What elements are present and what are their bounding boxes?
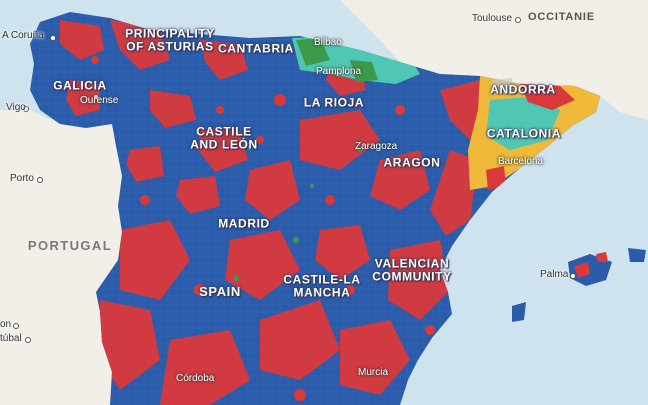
region-label-spain: SPAIN xyxy=(199,284,241,300)
city-label-lisbon-partial: on xyxy=(0,319,12,330)
region-label-madrid: MADRID xyxy=(218,216,270,231)
city-dot-ourense xyxy=(93,94,99,100)
city-label-palma: Palma xyxy=(540,269,569,280)
city-label-porto: Porto xyxy=(10,173,34,184)
region-label-aragon: ARAGON xyxy=(383,155,441,170)
city-label-vigo: Vigo xyxy=(6,102,26,113)
country-label-portugal: PORTUGAL xyxy=(27,238,113,254)
city-label-acoruna: A Coruña xyxy=(2,30,44,41)
portugal-land xyxy=(0,110,122,405)
city-dot-toulouse xyxy=(515,17,521,23)
region-label-asturias: PRINCIPALITY OF ASTURIAS xyxy=(125,26,215,53)
region-label-cantabria: CANTABRIA xyxy=(218,41,294,56)
region-label-valencian-community: VALENCIAN COMMUNITY xyxy=(372,256,452,283)
city-dot-lisbon-partial xyxy=(13,323,19,329)
city-dot-palma xyxy=(570,273,576,279)
city-dot-porto xyxy=(37,177,43,183)
city-dot-acoruna xyxy=(50,35,56,41)
city-dot-setubal-partial xyxy=(25,337,31,343)
city-label-setubal-partial: túbal xyxy=(0,333,22,344)
region-label-catalonia: CATALONIA xyxy=(486,126,562,141)
city-label-cordoba: Córdoba xyxy=(176,373,215,384)
region-label-castile-leon: CASTILE AND LEÓN xyxy=(190,124,258,151)
city-label-pamplona: Pamplona xyxy=(316,66,362,77)
city-label-zaragoza: Zaragoza xyxy=(355,141,398,152)
city-label-murcia: Murcia xyxy=(358,367,389,378)
region-label-galicia: GALICIA xyxy=(53,78,107,93)
balearic-islands[interactable] xyxy=(512,248,646,322)
city-label-toulouse: Toulouse xyxy=(472,13,513,24)
city-label-barcelona: Barcelona xyxy=(498,156,544,167)
region-label-andorra: ANDORRA xyxy=(490,82,556,97)
region-label-occitanie: OCCITANIE xyxy=(528,11,595,23)
andorra-area xyxy=(492,78,512,94)
city-dot-vigo xyxy=(23,106,29,112)
city-label-bilbao: Bilbao xyxy=(314,37,342,48)
region-label-castile-la-mancha: CASTILE-LA MANCHA xyxy=(283,272,361,299)
region-label-la-rioja: LA RIOJA xyxy=(303,95,365,110)
city-label-ourense: Ourense xyxy=(80,95,119,106)
france-land xyxy=(300,0,648,120)
